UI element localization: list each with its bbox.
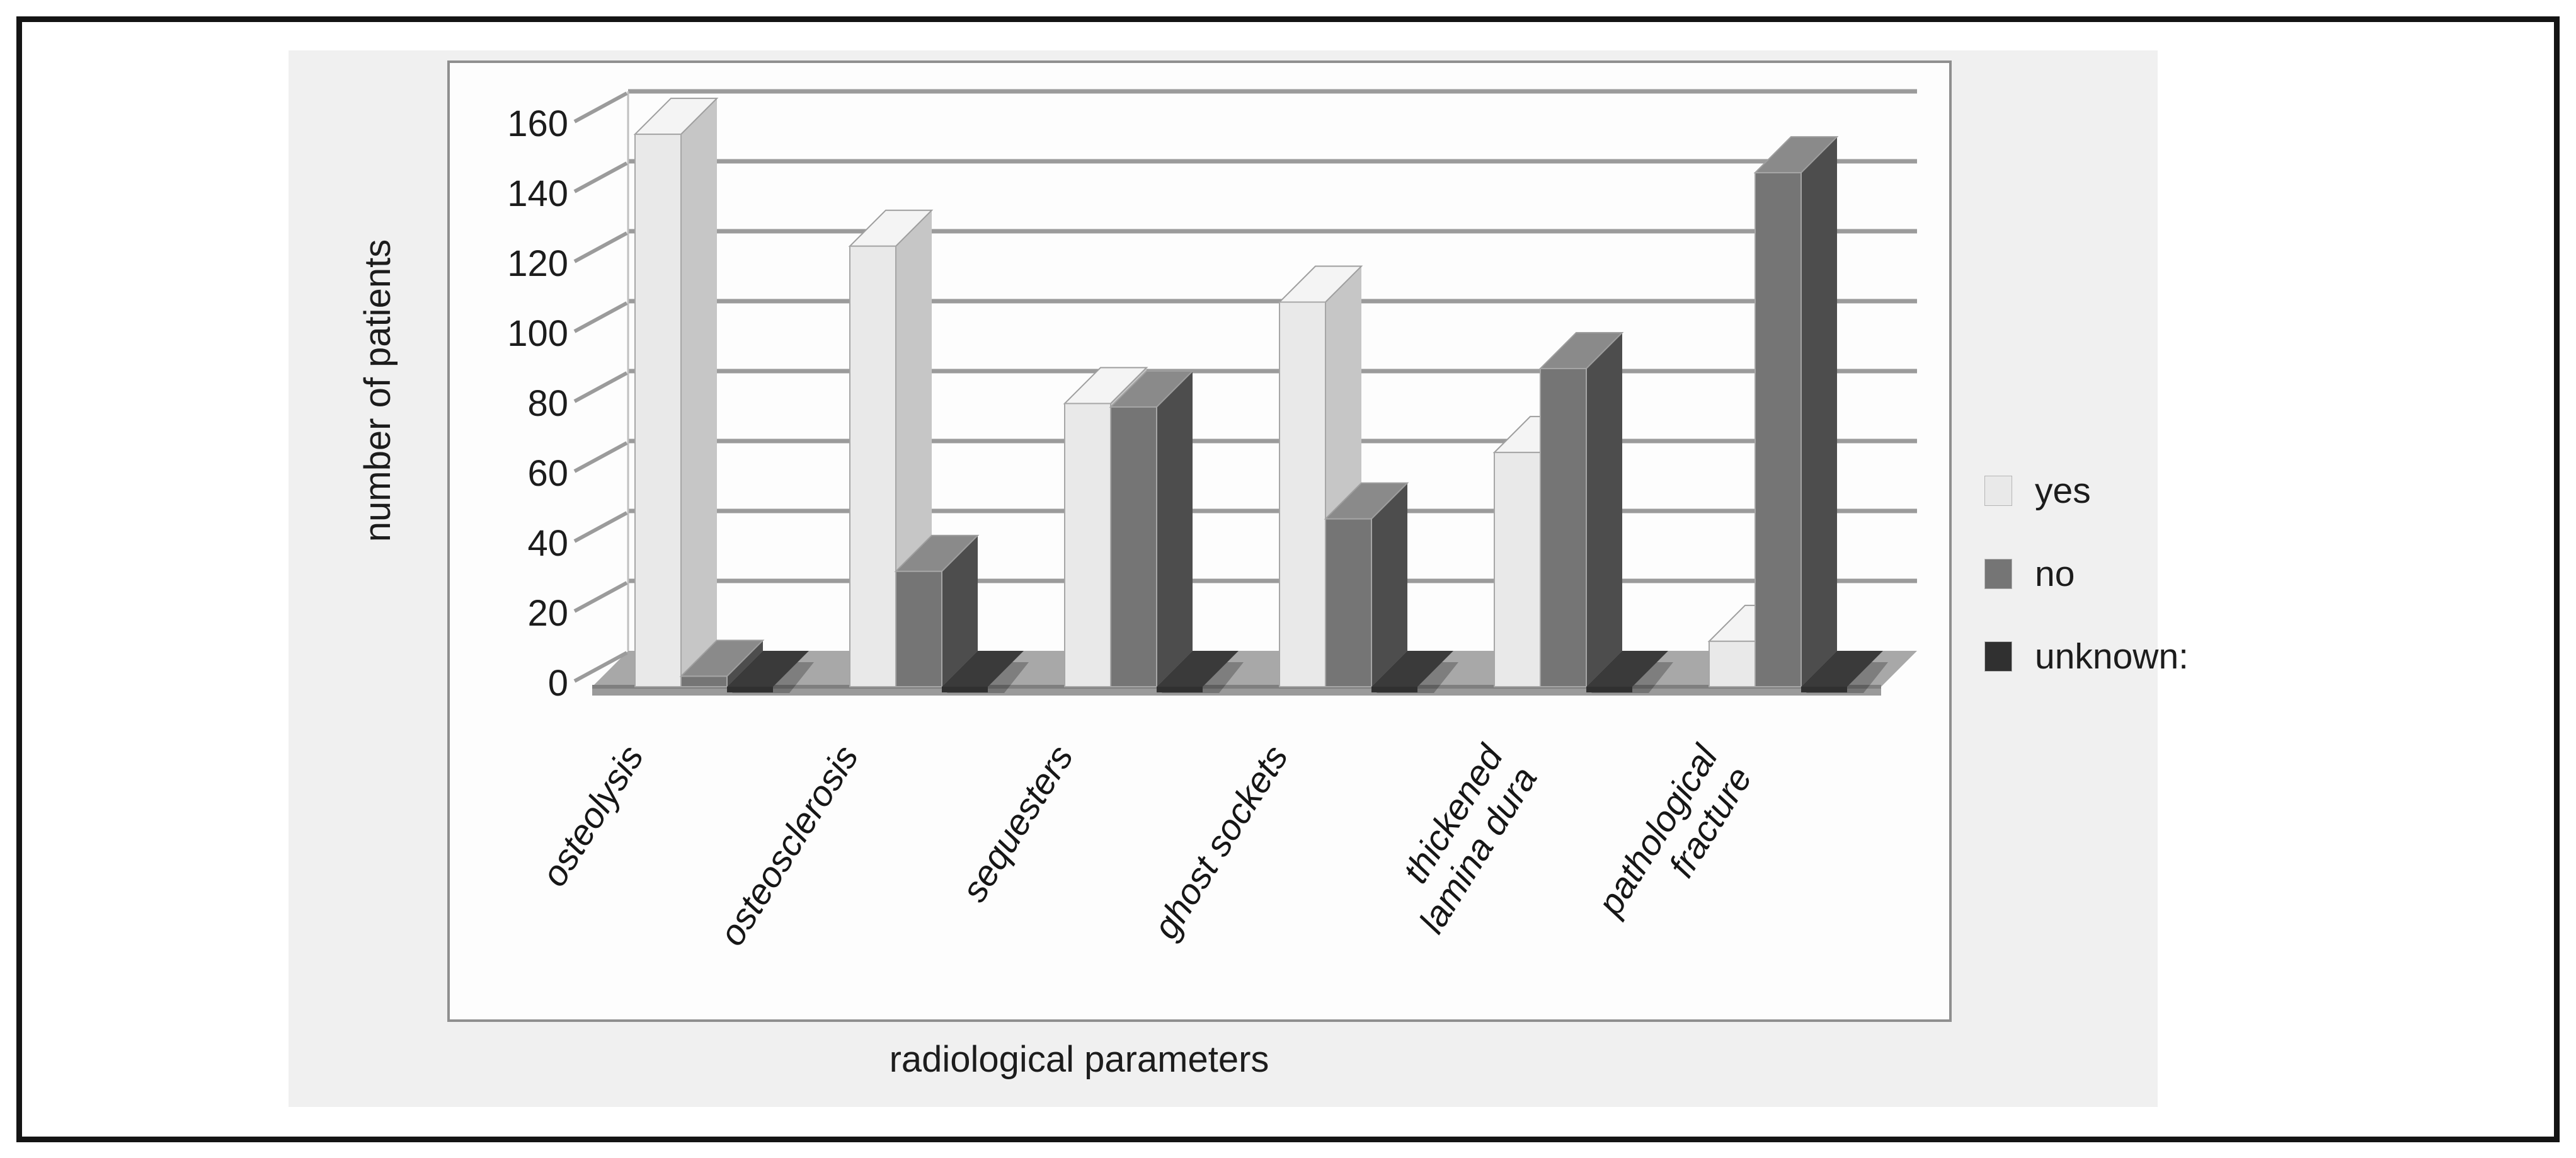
tick-140 [573,161,628,193]
legend-item-no: no [1984,551,2075,597]
legend-swatch-yes [1984,476,2012,506]
legend-label-yes: yes [2035,471,2091,511]
legend-item-unknown: unknown: [1984,634,2189,679]
bar-no-5-front [1755,172,1802,687]
y-tick-label-40: 40 [527,523,568,564]
bar-unknown-5-top [1801,651,1883,687]
floor-front-face [592,687,1881,696]
bar-unknown-1-front [942,687,988,692]
bar-unknown-2-top [1157,651,1239,687]
bar-yes-2-front [1064,403,1111,687]
bar-no-1-side [942,535,978,687]
legend-label-no: no [2035,554,2075,594]
bar-no-3-side [1371,483,1407,687]
bar-unknown-4-front [1586,687,1632,692]
bar-unknown-3-front [1371,687,1417,692]
y-tick-label-120: 120 [507,243,568,284]
tick-40 [573,511,628,543]
y-axis-title: number of patients [357,239,398,542]
bar-unknown-0-top [727,651,809,687]
y-axis-ticks [573,91,628,683]
x-axis-title: radiological parameters [889,1039,1269,1080]
y-tick-label-140: 140 [507,173,568,214]
legend-label-unknown: unknown: [2035,636,2189,677]
y-tick-label-80: 80 [527,383,568,424]
bar-no-2-side [1157,371,1193,687]
bar-no-0-front [680,675,728,687]
tick-20 [573,581,628,613]
bars [633,98,1888,693]
bar-yes-1-front [849,245,896,687]
legend-item-yes: yes [1984,468,2091,513]
gridlines [627,89,1917,651]
bar-no-4-front [1540,367,1587,687]
y-tick-label-160: 160 [507,103,568,144]
outer-border [16,16,2560,1142]
bar-no-1-front [895,570,942,687]
bar-no-3-front [1325,518,1372,687]
bar-unknown-0-front [727,687,773,692]
tick-60 [573,441,628,473]
bar-unknown-1-top [942,651,1024,687]
bar-no-5-side [1801,137,1837,687]
bar-yes-5-front [1709,640,1756,687]
bar-yes-4-front [1494,452,1541,688]
tick-100 [573,301,628,333]
bar-yes-0-side [681,98,717,687]
bar-no-2-front [1110,406,1157,687]
tick-0 [573,651,628,683]
y-tick-label-100: 100 [507,313,568,354]
bar-unknown-3-top [1371,651,1453,687]
bar-unknown-4-top [1586,651,1668,687]
tick-160 [573,91,628,123]
y-tick-label-60: 60 [527,453,568,494]
bar-yes-3-front [1279,301,1326,687]
tick-80 [573,371,628,403]
bar-yes-0-front [634,134,682,688]
bar-no-0-side [727,640,763,687]
bar-no-4-side [1586,332,1622,687]
bar-unknown-5-front [1801,687,1847,692]
bar-unknown-2-front [1157,687,1203,692]
y-tick-label-0: 0 [547,663,568,704]
y-tick-label-20: 20 [527,593,568,634]
legend-swatch-no [1984,559,2012,589]
tick-120 [573,231,628,263]
legend-swatch-unknown [1984,641,2012,672]
